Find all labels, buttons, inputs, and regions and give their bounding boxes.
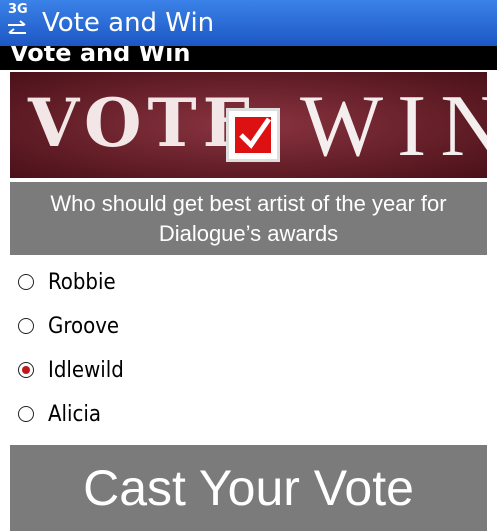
status-title: Vote and Win	[42, 8, 215, 38]
banner: VOTE WIN	[10, 72, 487, 178]
cast-vote-button[interactable]: Cast Your Vote	[10, 445, 487, 531]
option-label: Robbie	[48, 269, 116, 295]
banner-left: VOTE	[28, 84, 259, 162]
banner-right: WIN	[300, 78, 487, 175]
option-label: Groove	[48, 313, 120, 339]
radio-button[interactable]	[18, 362, 34, 378]
option[interactable]: Groove	[18, 311, 119, 341]
header: Vote and Win	[0, 46, 497, 70]
question: Who should get best artist of the year f…	[10, 182, 487, 255]
radio-button[interactable]	[18, 318, 34, 334]
option[interactable]: Robbie	[18, 267, 116, 297]
network-arrows	[8, 20, 26, 34]
option[interactable]: Idlewild	[18, 355, 124, 385]
radio-button[interactable]	[18, 274, 34, 290]
radio-button[interactable]	[18, 406, 34, 422]
network-indicator: 3G	[8, 2, 28, 17]
banner-checkbox	[226, 108, 280, 162]
option-label: Idlewild	[48, 357, 124, 383]
question-text: Who should get best artist of the year f…	[50, 190, 447, 246]
header-title: Vote and Win	[10, 46, 191, 67]
option[interactable]: Alicia	[18, 399, 101, 429]
option-label: Alicia	[48, 401, 102, 427]
status-bar: 3G Vote and Win	[0, 0, 497, 46]
